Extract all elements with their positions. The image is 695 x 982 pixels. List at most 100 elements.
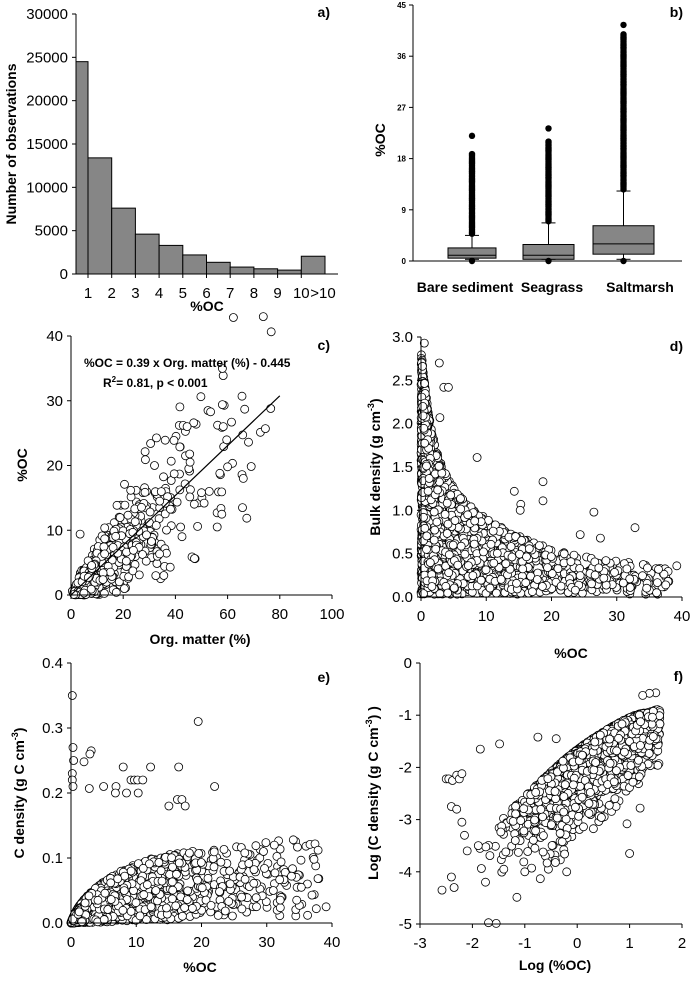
data-point [121, 556, 131, 566]
x-tick-label: 5 [179, 285, 187, 302]
y-tick-label: 5000 [35, 223, 68, 240]
data-point [589, 507, 599, 517]
data-point [120, 584, 129, 593]
outlier-point [545, 257, 552, 265]
box [592, 225, 655, 255]
outlier-point [620, 21, 627, 29]
histogram-bar [300, 255, 326, 275]
data-point [128, 566, 138, 576]
data-point [643, 563, 652, 573]
data-point [237, 904, 247, 914]
data-point [538, 477, 548, 487]
data-point [124, 572, 134, 582]
panel-label: a) [318, 4, 330, 20]
r-squared-text: R2= 0.81, p < 0.001 [103, 375, 208, 390]
data-point [237, 391, 247, 401]
data-point [456, 541, 466, 551]
y-tick-label: 40 [46, 328, 63, 345]
data-point [453, 560, 463, 570]
x-tick-label: 80 [271, 606, 288, 623]
data-point [108, 543, 118, 552]
x-tick-label: 4 [155, 285, 163, 302]
x-tick-label: 8 [250, 285, 258, 302]
data-point [128, 527, 138, 537]
data-point [155, 549, 165, 559]
data-point [260, 424, 270, 434]
data-point [528, 587, 537, 597]
x-tick-label: 40 [674, 608, 691, 625]
data-point [517, 536, 526, 545]
panel-d-scatter: 0.00.51.01.52.02.53.00 10 20 30 40d)%OCBulk … [366, 329, 690, 661]
outlier-point [468, 132, 476, 140]
data-point [261, 838, 271, 847]
panel-label: b) [670, 4, 683, 20]
data-point [238, 430, 248, 440]
data-point [212, 522, 222, 532]
data-point [79, 588, 89, 598]
data-point [175, 402, 185, 412]
data-point [189, 499, 199, 509]
data-point [152, 433, 161, 443]
data-point [590, 570, 600, 580]
data-point [653, 578, 662, 587]
box [522, 244, 575, 260]
data-point [166, 456, 176, 466]
data-point [492, 548, 502, 558]
data-point [446, 490, 456, 500]
y-tick-label: 2.5 [392, 372, 413, 389]
x-tick-label: 100 [319, 606, 344, 623]
data-point [652, 588, 661, 598]
data-point [422, 531, 432, 541]
data-point [177, 532, 187, 542]
y-axis-title: %OC [372, 123, 388, 156]
data-point [175, 442, 185, 452]
outlier-point [468, 150, 476, 158]
y-tick-label: 30000 [26, 6, 68, 23]
data-point [244, 437, 253, 447]
data-point [618, 578, 628, 588]
data-point [596, 533, 605, 543]
data-point [215, 468, 225, 478]
data-point [638, 571, 647, 581]
x-tick-label: 60 [219, 606, 236, 623]
data-point [169, 469, 179, 479]
data-point [159, 571, 169, 580]
data-point [444, 568, 454, 578]
data-point [456, 494, 465, 504]
data-point [223, 462, 233, 472]
data-point [625, 583, 635, 592]
y-tick-label: 45 [397, 1, 406, 10]
data-point [468, 571, 478, 580]
outlier-point [468, 257, 476, 265]
data-point [142, 530, 151, 540]
y-tick-label: 0 [55, 587, 63, 604]
data-point [240, 404, 250, 414]
data-point [87, 561, 96, 570]
data-point [134, 570, 144, 580]
data-point [486, 539, 496, 549]
y-tick-label: 10000 [26, 179, 68, 196]
data-point [242, 513, 252, 523]
x-tick-label: 7 [226, 285, 234, 302]
y-tick-label: 1.5 [392, 459, 413, 476]
data-point [489, 558, 499, 568]
data-point [423, 486, 433, 496]
histogram-bar [134, 233, 160, 275]
data-point [559, 549, 569, 559]
y-tick-label: 1.0 [392, 502, 413, 519]
data-point [417, 361, 427, 371]
box-group [447, 132, 497, 265]
data-point [151, 571, 161, 580]
data-point [111, 531, 121, 541]
data-point [120, 500, 130, 510]
data-point [238, 473, 248, 483]
data-point [575, 530, 585, 539]
data-point [601, 556, 611, 565]
data-point [113, 548, 123, 558]
r-squared-value: = 0.81, p < 0.001 [116, 376, 208, 390]
data-point [150, 461, 159, 470]
panel-label: d) [670, 338, 683, 354]
